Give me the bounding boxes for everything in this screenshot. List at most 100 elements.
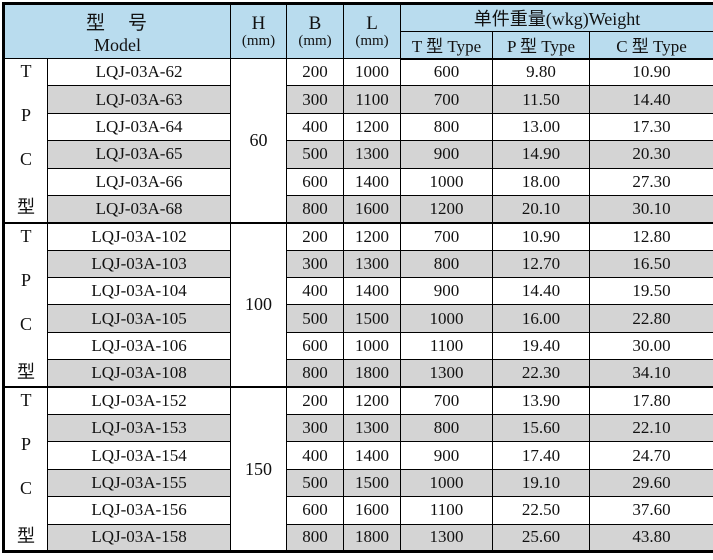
p-weight-cell: 11.50 [492, 85, 591, 114]
l-cell: 1000 [343, 57, 402, 87]
b-cell: 800 [286, 523, 345, 553]
c-weight-cell: 10.90 [589, 57, 713, 87]
b-cell: 300 [286, 85, 345, 114]
l-cell: 1400 [343, 167, 402, 196]
header-b: B (mm) [286, 3, 345, 59]
model-cell: LQJ-03A-65 [46, 140, 232, 169]
t-weight-cell: 800 [400, 112, 494, 142]
p-weight-cell: 17.40 [492, 441, 591, 470]
l-cell: 1200 [343, 221, 402, 251]
c-weight-cell: 19.50 [589, 277, 713, 306]
table-row: LQJ-03A-108 800 1800 1300 22.30 34.10 [4, 359, 713, 388]
header-weight: 单件重量(wkg)Weight [400, 3, 713, 32]
table-row: T P C 型 LQJ-03A-102 100 200 1200 700 10.… [3, 221, 713, 388]
p-weight-cell: 16.00 [492, 304, 591, 333]
model-cell: LQJ-03A-152 [46, 386, 232, 416]
b-cell: 400 [286, 441, 345, 470]
table-row: LQJ-03A-158 800 1800 1300 25.60 43.80 [4, 523, 713, 553]
t-weight-cell: 1300 [400, 523, 494, 553]
table-row: T P C 型 LQJ-03A-62 60 200 1000 600 9.80 … [3, 57, 713, 224]
h-cell: 100 [230, 221, 288, 388]
p-weight-cell: 22.50 [492, 496, 591, 525]
t-weight-cell: 900 [400, 441, 494, 470]
t-weight-cell: 800 [400, 414, 494, 443]
table-row: LQJ-03A-156 600 1600 1100 22.50 37.60 [4, 496, 713, 525]
p-weight-cell: 18.00 [492, 167, 591, 196]
p-weight-cell: 25.60 [492, 523, 591, 553]
b-cell: 500 [286, 140, 345, 169]
l-cell: 1500 [343, 468, 402, 498]
l-cell: 1300 [343, 414, 402, 443]
t-weight-cell: 900 [400, 277, 494, 306]
l-cell: 1800 [343, 359, 402, 388]
b-cell: 600 [286, 167, 345, 196]
table-row: LQJ-03A-105 500 1500 1000 16.00 22.80 [4, 304, 713, 333]
l-cell: 1200 [343, 112, 402, 142]
model-cell: LQJ-03A-153 [46, 414, 232, 443]
model-cell: LQJ-03A-63 [46, 85, 232, 114]
b-cell: 400 [286, 277, 345, 306]
table-row: LQJ-03A-64 400 1200 800 13.00 17.30 [4, 112, 713, 142]
b-cell: 200 [286, 57, 345, 87]
type-letters-cell: T P C 型 [3, 221, 48, 388]
c-weight-cell: 37.60 [589, 496, 713, 525]
b-cell: 500 [286, 304, 345, 333]
h-cell: 150 [230, 386, 288, 553]
p-weight-cell: 14.40 [492, 277, 591, 306]
header-p-type: P 型 Type [492, 31, 591, 60]
p-weight-cell: 13.90 [492, 386, 591, 416]
b-cell: 600 [286, 496, 345, 525]
table-header: 型 号 Model H (mm) B (mm) L (mm) 单件重量(wkg)… [2, 3, 713, 60]
c-weight-cell: 24.70 [589, 441, 713, 470]
p-weight-cell: 9.80 [492, 57, 591, 87]
c-weight-cell: 30.10 [589, 194, 713, 224]
c-weight-cell: 17.80 [589, 386, 713, 416]
t-weight-cell: 700 [400, 85, 494, 114]
l-cell: 1400 [343, 441, 402, 470]
model-cell: LQJ-03A-108 [46, 359, 232, 388]
table-row: LQJ-03A-155 500 1500 1000 19.10 29.60 [4, 468, 713, 498]
header-model-cn: 型 号 [86, 12, 150, 34]
c-weight-cell: 34.10 [589, 359, 713, 388]
p-weight-cell: 10.90 [492, 221, 591, 251]
model-cell: LQJ-03A-105 [46, 304, 232, 333]
table-row: LQJ-03A-68 800 1600 1200 20.10 30.10 [4, 194, 713, 224]
l-cell: 1000 [343, 331, 402, 361]
t-weight-cell: 900 [400, 140, 494, 169]
header-l: L (mm) [343, 3, 402, 59]
model-cell: LQJ-03A-154 [46, 441, 232, 470]
c-weight-cell: 16.50 [589, 249, 713, 279]
header-row-1: 型 号 Model H (mm) B (mm) L (mm) 单件重量(wkg)… [2, 3, 713, 59]
table-row: LQJ-03A-106 600 1000 1100 19.40 30.00 [4, 331, 713, 361]
model-cell: LQJ-03A-158 [46, 523, 232, 553]
l-cell: 1100 [343, 85, 402, 114]
t-weight-cell: 700 [400, 386, 494, 416]
l-cell: 1600 [343, 194, 402, 224]
section-h60: T P C 型 LQJ-03A-62 60 200 1000 600 9.80 … [3, 57, 713, 224]
l-cell: 1800 [343, 523, 402, 553]
table-row: T P C 型 LQJ-03A-152 150 200 1200 700 13.… [3, 386, 713, 553]
c-weight-cell: 29.60 [589, 468, 713, 498]
type-letters: T P C 型 [17, 225, 35, 382]
model-cell: LQJ-03A-155 [46, 468, 232, 498]
p-weight-cell: 15.60 [492, 414, 591, 443]
model-cell: LQJ-03A-103 [46, 249, 232, 279]
p-weight-cell: 13.00 [492, 112, 591, 142]
t-weight-cell: 1000 [400, 304, 494, 333]
h-cell: 60 [230, 57, 288, 224]
header-row-2: T 型 Type P 型 Type C 型 Type [4, 31, 713, 60]
table-row: LQJ-03A-153 300 1300 800 15.60 22.10 [4, 414, 713, 443]
b-cell: 300 [286, 249, 345, 279]
t-weight-cell: 1200 [400, 194, 494, 224]
c-weight-cell: 20.30 [589, 140, 713, 169]
c-weight-cell: 27.30 [589, 167, 713, 196]
model-cell: LQJ-03A-66 [46, 167, 232, 196]
model-cell: LQJ-03A-156 [46, 496, 232, 525]
p-weight-cell: 14.90 [492, 140, 591, 169]
c-weight-cell: 43.80 [589, 523, 713, 553]
b-cell: 400 [286, 112, 345, 142]
c-weight-cell: 12.80 [589, 221, 713, 251]
l-cell: 1400 [343, 277, 402, 306]
header-c-type: C 型 Type [589, 31, 713, 60]
type-letters: T P C 型 [17, 390, 35, 547]
